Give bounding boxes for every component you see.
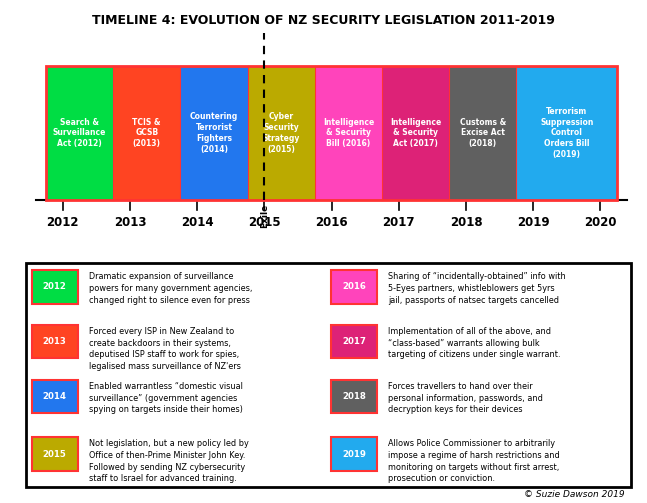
Text: 2020: 2020 bbox=[584, 216, 617, 229]
Bar bbox=[516, 65, 617, 201]
Bar bbox=[46, 65, 113, 201]
Bar bbox=[382, 65, 449, 201]
Text: Exile: Exile bbox=[260, 204, 269, 228]
FancyBboxPatch shape bbox=[32, 380, 78, 413]
Text: Cyber
Security
Strategy
(2015): Cyber Security Strategy (2015) bbox=[263, 112, 300, 153]
Text: 2018: 2018 bbox=[450, 216, 482, 229]
Text: 2016: 2016 bbox=[315, 216, 348, 229]
Text: 2018: 2018 bbox=[342, 392, 366, 401]
Bar bbox=[46, 65, 617, 201]
Text: 2015: 2015 bbox=[43, 450, 67, 459]
Text: Intelligence
& Security
Act (2017): Intelligence & Security Act (2017) bbox=[390, 118, 441, 148]
Text: Intelligence
& Security
Bill (2016): Intelligence & Security Bill (2016) bbox=[323, 118, 374, 148]
Bar bbox=[449, 65, 516, 201]
FancyBboxPatch shape bbox=[331, 380, 377, 413]
Text: Terrorism
Suppression
Control
Orders Bill
(2019): Terrorism Suppression Control Orders Bil… bbox=[540, 107, 593, 159]
Text: Customs &
Excise Act
(2018): Customs & Excise Act (2018) bbox=[460, 118, 506, 148]
FancyBboxPatch shape bbox=[32, 270, 78, 303]
Bar bbox=[248, 65, 315, 201]
Text: 2013: 2013 bbox=[43, 338, 67, 347]
Text: 2012: 2012 bbox=[43, 283, 67, 291]
Text: 2017: 2017 bbox=[342, 338, 366, 347]
Text: 2019: 2019 bbox=[342, 450, 366, 459]
Text: 2017: 2017 bbox=[382, 216, 415, 229]
Text: 2013: 2013 bbox=[114, 216, 146, 229]
Text: 2014: 2014 bbox=[43, 392, 67, 401]
FancyBboxPatch shape bbox=[331, 270, 377, 303]
Text: © Suzie Dawson 2019: © Suzie Dawson 2019 bbox=[523, 490, 624, 499]
Text: 2019: 2019 bbox=[517, 216, 549, 229]
Text: 2015: 2015 bbox=[248, 216, 281, 229]
Text: TIMELINE 4: EVOLUTION OF NZ SECURITY LEGISLATION 2011-2019: TIMELINE 4: EVOLUTION OF NZ SECURITY LEG… bbox=[92, 14, 555, 27]
Text: Search &
Surveillance
Act (2012): Search & Surveillance Act (2012) bbox=[53, 118, 106, 148]
Text: Forced every ISP in New Zealand to
create backdoors in their systems,
deputised : Forced every ISP in New Zealand to creat… bbox=[89, 327, 241, 371]
FancyBboxPatch shape bbox=[32, 325, 78, 359]
Text: Enabled warrantless “domestic visual
surveillance” (government agencies
spying o: Enabled warrantless “domestic visual sur… bbox=[89, 382, 243, 414]
Text: Countering
Terrorist
Fighters
(2014): Countering Terrorist Fighters (2014) bbox=[190, 112, 238, 153]
FancyBboxPatch shape bbox=[331, 325, 377, 359]
Text: 2014: 2014 bbox=[181, 216, 214, 229]
Bar bbox=[315, 65, 382, 201]
Text: Implementation of all of the above, and
“class-based” warrants allowing bulk
tar: Implementation of all of the above, and … bbox=[388, 327, 561, 360]
Text: TCIS &
GCSB
(2013): TCIS & GCSB (2013) bbox=[133, 118, 161, 148]
Text: Allows Police Commissioner to arbitrarily
impose a regime of harsh restrictions : Allows Police Commissioner to arbitraril… bbox=[388, 439, 560, 483]
Text: Sharing of “incidentally-obtained” info with
5-Eyes partners, whistleblowers get: Sharing of “incidentally-obtained” info … bbox=[388, 272, 566, 304]
Text: 2016: 2016 bbox=[342, 283, 366, 291]
Text: Dramatic expansion of surveillance
powers for many government agencies,
changed : Dramatic expansion of surveillance power… bbox=[89, 272, 252, 304]
Text: Forces travellers to hand over their
personal information, passwords, and
decryp: Forces travellers to hand over their per… bbox=[388, 382, 543, 414]
FancyBboxPatch shape bbox=[331, 438, 377, 471]
FancyBboxPatch shape bbox=[32, 438, 78, 471]
Bar bbox=[113, 65, 181, 201]
Bar bbox=[181, 65, 248, 201]
Text: 2012: 2012 bbox=[47, 216, 79, 229]
Text: Not legislation, but a new policy led by
Office of then-Prime Minister John Key.: Not legislation, but a new policy led by… bbox=[89, 439, 248, 483]
